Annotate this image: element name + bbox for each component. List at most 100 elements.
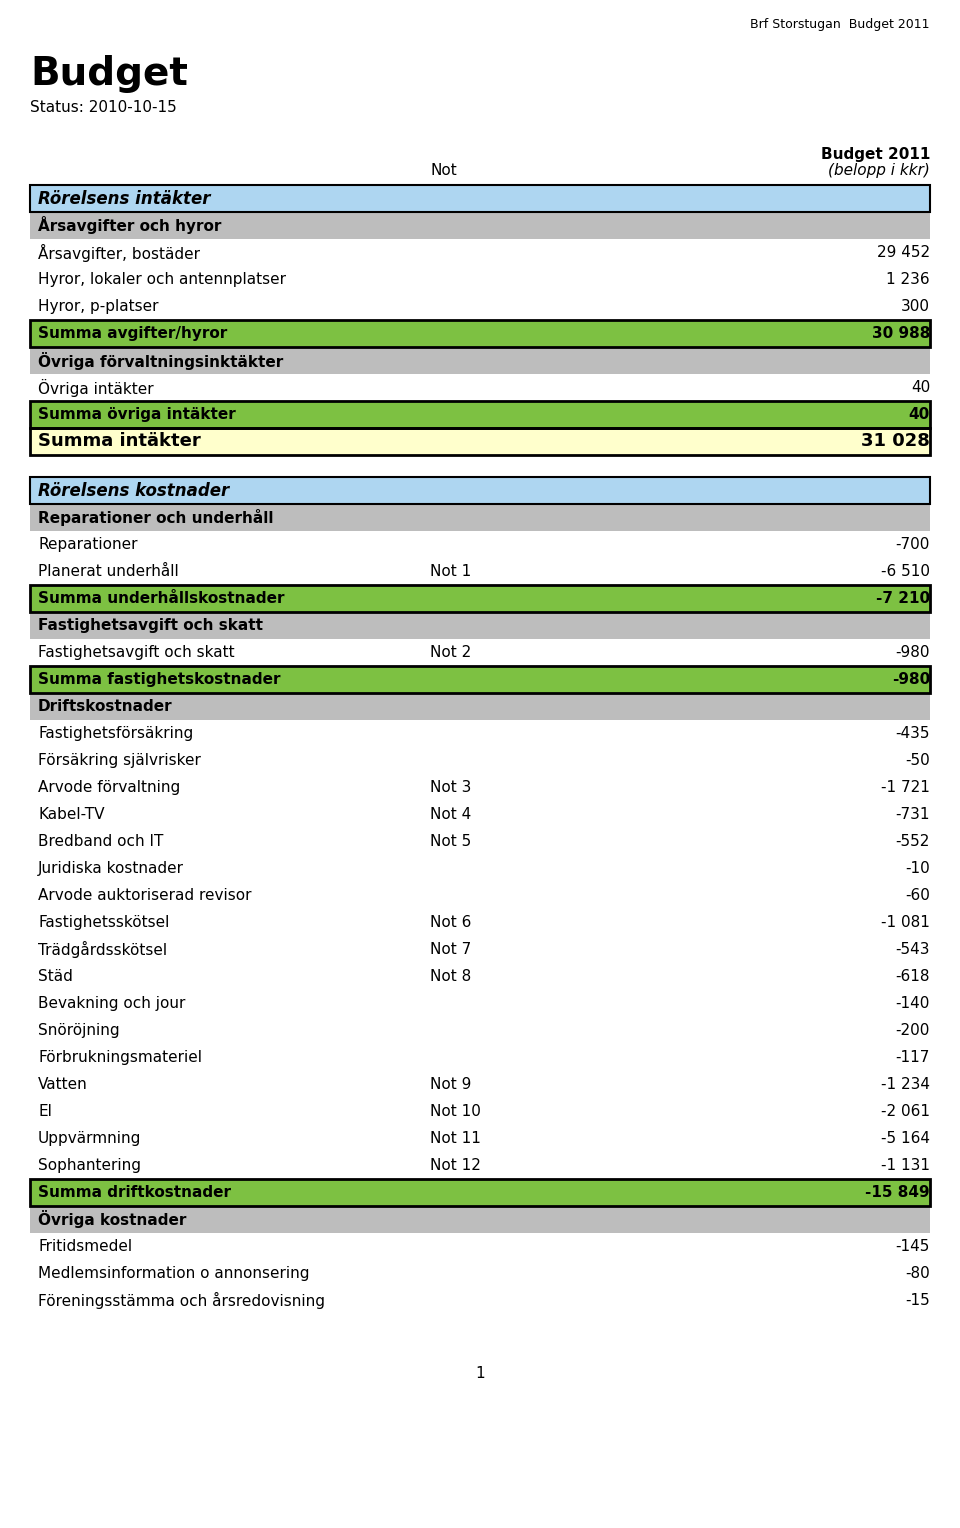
Bar — [30, 1233, 930, 1261]
Text: 40: 40 — [909, 406, 930, 422]
Text: Not: Not — [430, 163, 457, 177]
Bar — [30, 319, 930, 347]
Text: -5 164: -5 164 — [881, 1131, 930, 1146]
Bar — [30, 720, 930, 747]
Text: Arvode förvaltning: Arvode förvaltning — [38, 779, 180, 795]
Text: -15 849: -15 849 — [865, 1186, 930, 1199]
Text: 1: 1 — [475, 1366, 485, 1381]
Text: -435: -435 — [896, 726, 930, 741]
Text: -980: -980 — [896, 645, 930, 660]
Bar — [30, 1125, 930, 1152]
Text: Vatten: Vatten — [38, 1077, 87, 1093]
Text: Summa driftkostnader: Summa driftkostnader — [38, 1186, 231, 1199]
Bar — [30, 428, 930, 455]
Text: -50: -50 — [905, 753, 930, 769]
Bar — [30, 477, 930, 504]
Text: -6 510: -6 510 — [881, 564, 930, 579]
Text: Kabel-TV: Kabel-TV — [38, 807, 105, 822]
Text: Brf Storstugan  Budget 2011: Brf Storstugan Budget 2011 — [751, 18, 930, 31]
Text: -200: -200 — [896, 1024, 930, 1038]
Text: Fastighetsavgift och skatt: Fastighetsavgift och skatt — [38, 617, 263, 633]
Text: Förbrukningsmateriel: Förbrukningsmateriel — [38, 1050, 202, 1065]
Bar — [30, 801, 930, 828]
Text: Övriga förvaltningsinktäkter: Övriga förvaltningsinktäkter — [38, 351, 283, 370]
Text: -618: -618 — [896, 969, 930, 984]
Text: -10: -10 — [905, 860, 930, 876]
Text: Not 7: Not 7 — [430, 941, 471, 957]
Text: Status: 2010-10-15: Status: 2010-10-15 — [30, 99, 177, 115]
Text: Summa avgifter/hyror: Summa avgifter/hyror — [38, 325, 228, 341]
Text: -1 721: -1 721 — [881, 779, 930, 795]
Text: Rörelsens kostnader: Rörelsens kostnader — [38, 481, 229, 500]
Text: Fastighetsförsäkring: Fastighetsförsäkring — [38, 726, 193, 741]
Bar — [30, 532, 930, 558]
Bar — [30, 775, 930, 801]
Text: Fritidsmedel: Fritidsmedel — [38, 1239, 132, 1254]
Text: Not 3: Not 3 — [430, 779, 471, 795]
Bar — [30, 400, 930, 428]
Bar — [30, 694, 930, 720]
Bar — [30, 937, 930, 963]
Bar — [30, 828, 930, 856]
Text: Medlemsinformation o annonsering: Medlemsinformation o annonsering — [38, 1267, 309, 1280]
Text: Hyror, p-platser: Hyror, p-platser — [38, 299, 158, 313]
Text: Not 8: Not 8 — [430, 969, 471, 984]
Bar — [30, 428, 930, 455]
Text: -552: -552 — [896, 834, 930, 850]
Text: 29 452: 29 452 — [876, 244, 930, 260]
Bar — [30, 477, 930, 504]
Bar — [30, 747, 930, 775]
Text: -117: -117 — [896, 1050, 930, 1065]
Bar — [30, 1099, 930, 1125]
Bar — [30, 504, 930, 532]
Text: Not 4: Not 4 — [430, 807, 471, 822]
Bar — [30, 1152, 930, 1180]
Bar — [30, 585, 930, 613]
Bar — [30, 613, 930, 639]
Bar — [30, 963, 930, 990]
Text: Uppvärmning: Uppvärmning — [38, 1131, 141, 1146]
Text: 300: 300 — [901, 299, 930, 313]
Text: -1 081: -1 081 — [881, 915, 930, 931]
Text: Summa intäkter: Summa intäkter — [38, 432, 201, 451]
Text: Budget: Budget — [30, 55, 188, 93]
Text: Not 1: Not 1 — [430, 564, 471, 579]
Text: Not 9: Not 9 — [430, 1077, 471, 1093]
Bar — [30, 266, 930, 293]
Bar — [30, 293, 930, 319]
Text: Arvode auktoriserad revisor: Arvode auktoriserad revisor — [38, 888, 252, 903]
Text: -731: -731 — [896, 807, 930, 822]
Text: Övriga kostnader: Övriga kostnader — [38, 1210, 186, 1229]
Bar — [30, 1180, 930, 1206]
Text: Årsavgifter och hyror: Årsavgifter och hyror — [38, 217, 222, 234]
Bar — [30, 185, 930, 212]
Text: Not 5: Not 5 — [430, 834, 471, 850]
Text: Reparationer och underhåll: Reparationer och underhåll — [38, 509, 274, 526]
Text: Försäkring självrisker: Försäkring självrisker — [38, 753, 201, 769]
Text: Fastighetsavgift och skatt: Fastighetsavgift och skatt — [38, 645, 234, 660]
Text: Planerat underhåll: Planerat underhåll — [38, 564, 179, 579]
Text: Not 11: Not 11 — [430, 1131, 481, 1146]
Text: Driftskostnader: Driftskostnader — [38, 698, 173, 714]
Text: -2 061: -2 061 — [881, 1105, 930, 1118]
Text: Städ: Städ — [38, 969, 73, 984]
Text: Trädgårdsskötsel: Trädgårdsskötsel — [38, 941, 167, 958]
Text: Not 6: Not 6 — [430, 915, 471, 931]
Text: -145: -145 — [896, 1239, 930, 1254]
Bar — [30, 1071, 930, 1099]
Bar — [30, 238, 930, 266]
Text: Fastighetsskötsel: Fastighetsskötsel — [38, 915, 169, 931]
Text: Budget 2011: Budget 2011 — [821, 147, 930, 162]
Text: Reparationer: Reparationer — [38, 536, 137, 552]
Bar — [30, 558, 930, 585]
Text: 30 988: 30 988 — [872, 325, 930, 341]
Bar — [30, 212, 930, 238]
Text: -140: -140 — [896, 996, 930, 1012]
Text: El: El — [38, 1105, 52, 1118]
Text: Föreningsstämma och årsredovisning: Föreningsstämma och årsredovisning — [38, 1293, 325, 1309]
Bar — [30, 347, 930, 374]
Text: Not 10: Not 10 — [430, 1105, 481, 1118]
Text: Summa underhållskostnader: Summa underhållskostnader — [38, 591, 284, 607]
Bar — [30, 1206, 930, 1233]
Bar — [30, 1018, 930, 1044]
